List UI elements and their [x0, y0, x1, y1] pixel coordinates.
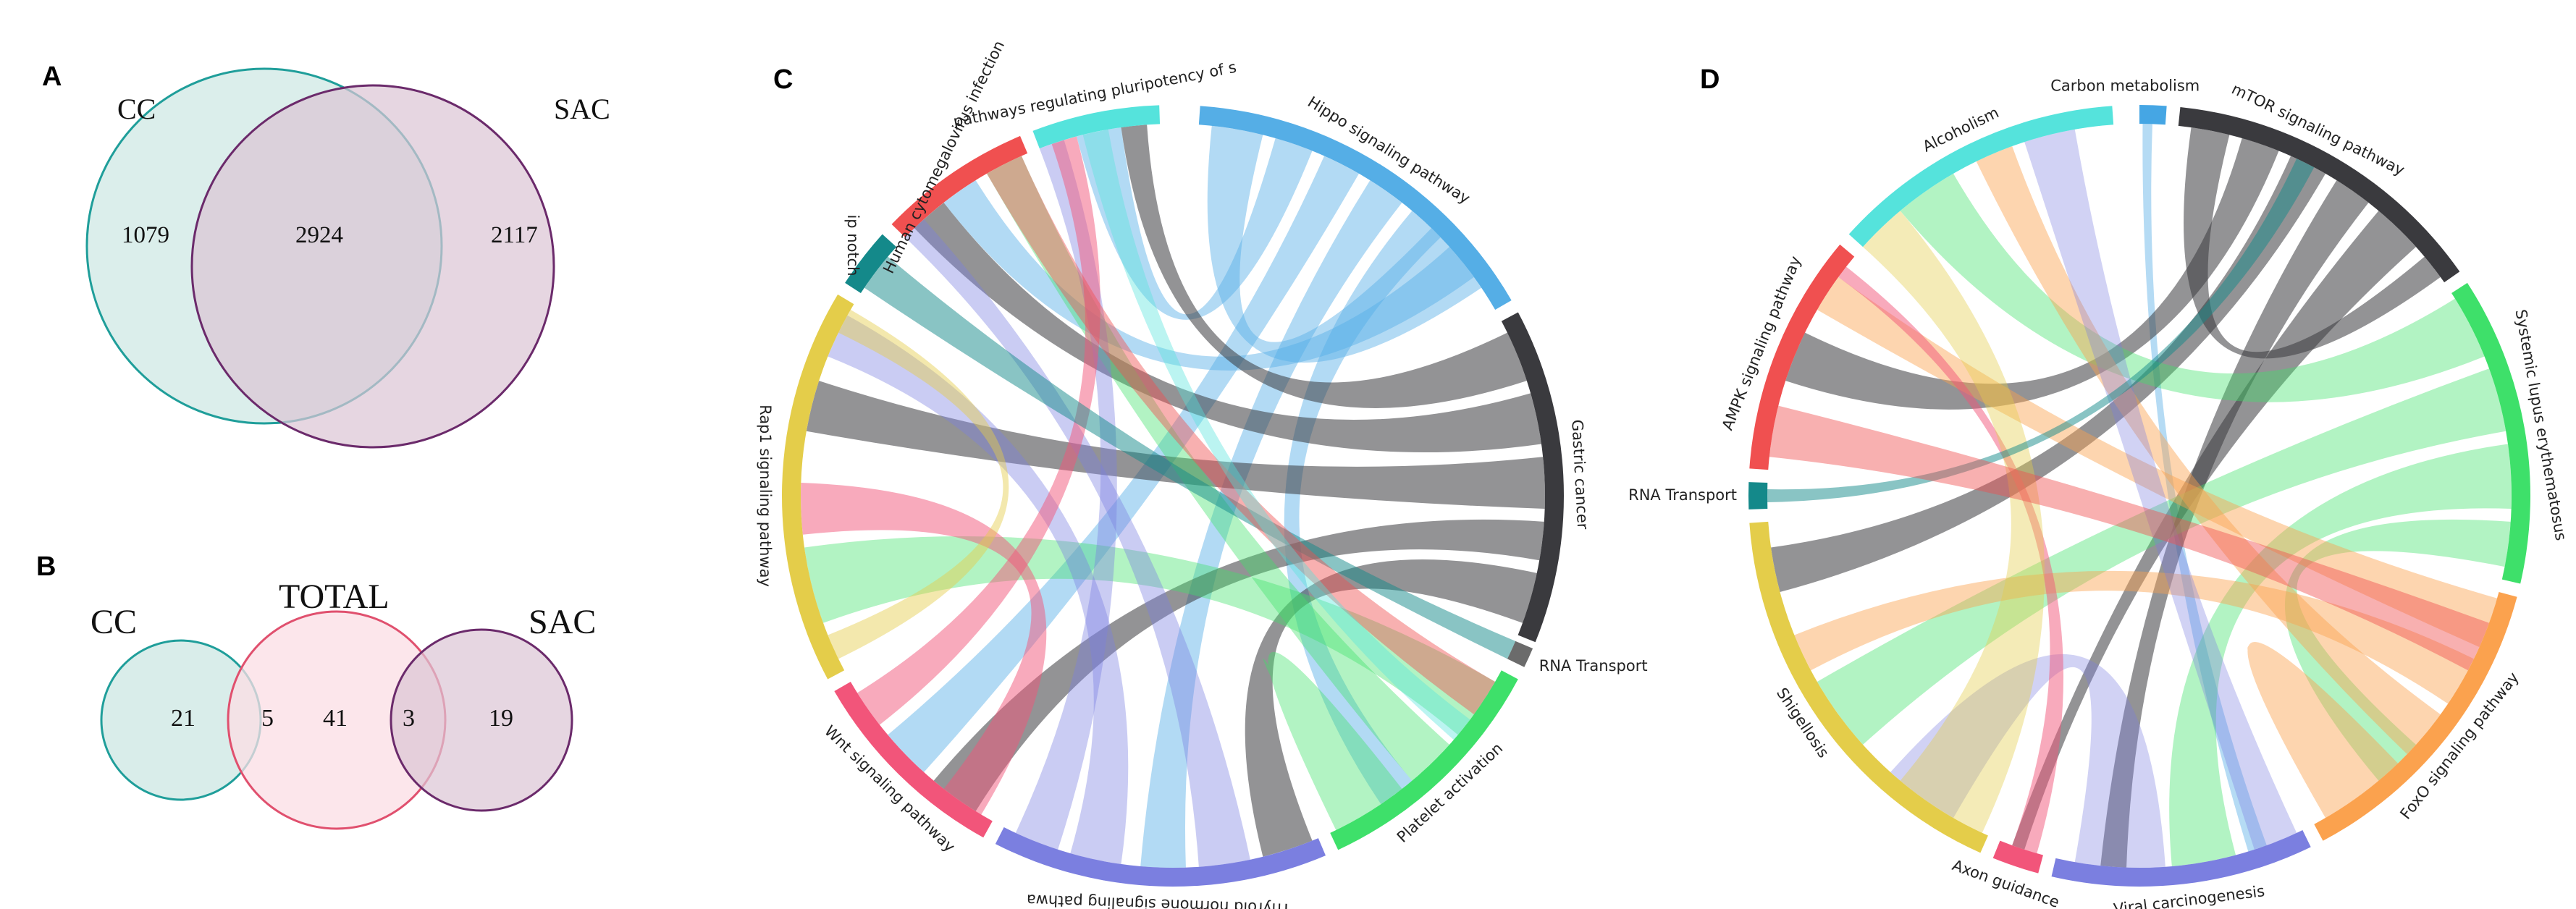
panel_c-sector-platelet-activation — [1330, 670, 1518, 850]
panel_d-ribbon-mtor-signaling-pathway-to-viral-carcinogenesis — [2100, 180, 2369, 868]
panel_c-ribbon-hippo-signaling-pathway-to-human-cytomegalovirus-infection — [943, 180, 1474, 371]
panel_c-ribbons — [801, 124, 1545, 868]
venn-a-label-sac: SAC — [554, 93, 610, 125]
venn-b-count-total-sac: 3 — [403, 705, 415, 732]
panel_d-ribbon-foxo-signaling-pathway-to-shigellosis — [1794, 570, 2474, 704]
panel_d-ribbon-shigellosis-to-alcoholism — [1863, 211, 2045, 833]
panel-b: B CC TOTAL SAC 21 5 41 3 19 — [36, 551, 596, 830]
panel_c-sector-wnt-signaling-pathway — [834, 682, 993, 838]
panel_c-ribbon-rap1-signaling-pathway-to-rap1-signaling-pathway — [828, 310, 1009, 659]
panel_d-label-rna-transport: RNA Transport — [1628, 486, 1737, 504]
venn-b-circle-sac — [390, 628, 573, 812]
panel_d-ribbon-mtor-signaling-pathway-to-mtor-signaling-pathway — [2184, 127, 2441, 359]
venn-a-count-both: 2924 — [295, 222, 343, 248]
panel_c-sector-thyroid-hormone-signaling-pathwa — [995, 826, 1326, 887]
panel_d-ribbon-mtor-signaling-pathway-to-shigellosis — [1771, 156, 2325, 593]
venn-b-label-sac: SAC — [529, 603, 596, 641]
panel_d-ribbon-foxo-signaling-pathway-to-ampk-signaling-pathway — [1817, 276, 2498, 648]
venn-b-label-cc: CC — [91, 603, 137, 641]
panel_c-sector-ip-notch — [845, 234, 897, 294]
panel_c-sector-hippo-signaling-pathway — [1198, 106, 1512, 310]
panel_c-ribbon-platelet-activation-to-human-cytomegalovirus-infection — [987, 156, 1449, 781]
panel_d-ribbon-systemic-lupus-erythematosus-to-alcoholism — [1900, 173, 2485, 402]
panel_c-ribbon-wnt-signaling-pathway-to-rap1-signaling-pathway — [801, 483, 1047, 815]
panel_d-sector-viral-carcinogenesis — [2051, 829, 2311, 887]
venn-a-circle-sac — [190, 84, 555, 449]
panel_c-sector-rna-transport — [1507, 640, 1533, 667]
venn-a-label-cc: CC — [117, 93, 156, 125]
panel-d-letter: D — [1700, 64, 1720, 95]
panel_d-ribbon-systemic-lupus-erythematosus-to-foxo-signaling-pathway — [2284, 519, 2511, 781]
venn-b-count-total-only: 41 — [323, 705, 348, 732]
panel_c-sector-rap1-signaling-pathway — [781, 294, 854, 680]
panel_d-ribbon-viral-carcinogenesis-to-shigellosis — [1890, 654, 2165, 868]
panel_c-ribbon-thyroid-hormone-signaling-pathwa-to-human-cytomegalovirus-infection — [905, 219, 1250, 867]
panel-d: D Carbon metabolism mTOR signaling pathwa… — [1628, 64, 2569, 909]
panel_d-ribbon-systemic-lupus-erythematosus-to-viral-carcinogenesis — [2169, 444, 2512, 867]
panel_d-sector-alcoholism — [1848, 106, 2114, 248]
panel_d-label-carbon-metabolism: Carbon metabolism — [2050, 77, 2200, 94]
panel_d-ribbon-ampk-signaling-pathway-to-foxo-signaling-pathway — [1769, 405, 2490, 671]
panel_d-sector-foxo-signaling-pathway — [2314, 592, 2517, 841]
panel_c-sector-human-cytomegalovirus-infection — [891, 135, 1028, 237]
panel_c-ribbon-gastric-cancer-to-pathways-regulating-pluripotency-of-s — [1121, 124, 1527, 408]
panel_d-ribbon-mtor-signaling-pathway-to-ampk-signaling-pathway — [1785, 138, 2279, 410]
panel_d-sector-carbon-metabolism — [2139, 105, 2167, 125]
venn-b-count-cc-only: 21 — [171, 705, 195, 732]
venn-b-label-total: TOTAL — [279, 578, 390, 616]
panel_d-ribbon-foxo-signaling-pathway-to-alcoholism — [1976, 145, 2441, 755]
panel_c-ribbon-gastric-cancer-to-rap1-signaling-pathway — [806, 381, 1545, 509]
panel_d-ribbon-foxo-signaling-pathway-to-foxo-signaling-pathway — [2247, 641, 2399, 819]
panel-b-letter: B — [36, 551, 56, 582]
panel_c-ribbon-platelet-activation-to-platelet-activation — [1263, 651, 1402, 830]
panel_d-sector-mtor-signaling-pathway — [2178, 106, 2460, 283]
panel_d-ribbon-carbon-metabolism-to-viral-carcinogenesis — [2142, 124, 2267, 852]
panel_d-ribbons — [1767, 124, 2512, 868]
panel_c-ribbon-gastric-cancer-to-thyroid-hormone-signaling-pathwa — [1245, 559, 1537, 857]
panel_d-label-axon-guidance: Axon guidance — [1950, 856, 2061, 909]
panel_c-ribbon-hippo-signaling-pathway-to-pathways-regulating-pluripotency-of-s — [1076, 127, 1313, 320]
panel_d-sector-rna-transport — [1748, 482, 1768, 510]
panel-a-letter: A — [42, 62, 62, 92]
venn-b-count-sac-only: 19 — [489, 705, 513, 732]
panel_c-ribbon-platelet-activation-to-rap1-signaling-pathway — [804, 536, 1496, 735]
panel_d-sector-ampk-signaling-pathway — [1749, 244, 1855, 470]
panel_c-ribbon-hippo-signaling-pathway-to-wnt-signaling-pathway — [888, 156, 1359, 772]
venn-a-count-cc-only: 1079 — [122, 222, 169, 248]
venn-a-count-sac-only: 2117 — [491, 222, 538, 248]
panel_c-label-thyroid-hormone-signaling-pathwa: Thyroid hormone signaling pathwa — [1026, 891, 1292, 909]
panel_c-label-gastric-cancer: Gastric cancer — [1568, 419, 1591, 530]
panel-c-letter: C — [773, 64, 793, 95]
panel_d-sector-systemic-lupus-erythematosus — [2451, 282, 2530, 584]
panel_c-sector-gastric-cancer — [1501, 312, 1564, 643]
panel_d-ribbon-systemic-lupus-erythematosus-to-shigellosis — [1817, 368, 2506, 745]
panel_c-ribbon-human-cytomegalovirus-infection-to-platelet-activation — [987, 156, 1496, 715]
chord-diagram-d: Carbon metabolism mTOR signaling pathwayS… — [1628, 77, 2569, 909]
panel_c-label-rap1-signaling-pathway: Rap1 signaling pathway — [757, 405, 774, 587]
panel_d-ribbon-viral-carcinogenesis-to-alcoholism — [2024, 129, 2297, 850]
panel_c-ribbon-hippo-signaling-pathway-to-hippo-signaling-pathway — [1207, 125, 1482, 363]
panel_c-ribbon-hippo-signaling-pathway-to-platelet-activation — [1284, 211, 1441, 805]
panel_c-ribbon-wnt-signaling-pathway-to-pathways-regulating-pluripotency-of-s — [857, 136, 1100, 725]
venn-b-count-cc-total: 5 — [261, 705, 274, 732]
panel_c-ribbon-ip-notch-to-rna-transport — [864, 256, 1516, 659]
panel-a: A CC SAC 1079 2924 2117 — [42, 62, 610, 449]
panel_c-sector-pathways-regulating-pluripotency-of-s — [1032, 105, 1161, 149]
panel_c-ribbon-hippo-signaling-pathway-to-thyroid-hormone-signaling-pathwa — [1140, 180, 1402, 868]
panel_c-label-rna-transport: RNA Transport — [1539, 657, 1648, 675]
panel_c-ribbon-thyroid-hormone-signaling-pathwa-to-rap1-signaling-pathway — [828, 315, 1129, 864]
panel_d-ribbon-axon-guidance-to-ampk-signaling-pathway — [1838, 266, 2064, 854]
panel_d-ribbon-mtor-signaling-pathway-to-axon-guidance — [2012, 211, 2416, 850]
panel_c-ribbon-gastric-cancer-to-human-cytomegalovirus-infection — [914, 202, 1541, 453]
panel_d-sector-axon-guidance — [1992, 840, 2043, 874]
panel_c-label-ip-notch: ip notch — [844, 214, 862, 276]
